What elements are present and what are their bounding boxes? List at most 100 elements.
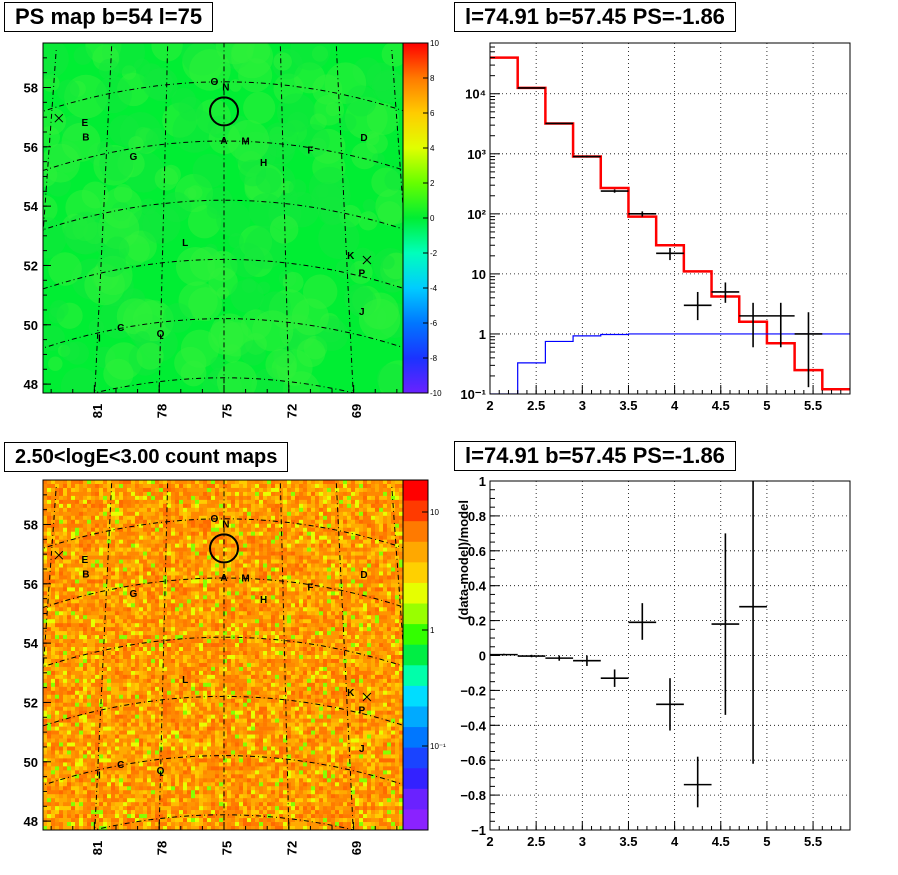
count-pixel — [199, 754, 204, 759]
count-pixel — [43, 491, 48, 497]
count-pixel — [99, 519, 104, 525]
count-pixel — [67, 615, 72, 620]
count-pixel — [119, 666, 124, 672]
count-pixel — [235, 698, 240, 704]
count-pixel — [171, 619, 176, 624]
count-pixel — [195, 523, 200, 529]
count-pixel — [103, 495, 108, 501]
count-pixel — [195, 507, 200, 513]
count-pixel — [75, 682, 80, 688]
count-pixel — [155, 571, 160, 576]
count-pixel — [139, 754, 144, 759]
count-pixel — [251, 603, 256, 608]
map-texture — [280, 122, 296, 138]
count-pixel — [91, 555, 96, 560]
count-pixel — [231, 635, 236, 640]
count-pixel — [171, 647, 176, 652]
count-pixel — [71, 655, 76, 660]
count-pixel — [207, 758, 212, 763]
count-pixel — [231, 480, 236, 485]
count-pixel — [239, 563, 244, 568]
count-pixel — [91, 491, 96, 497]
count-pixel — [207, 738, 212, 743]
count-pixel — [163, 499, 168, 505]
count-pixel — [63, 487, 68, 493]
count-pixel — [99, 722, 104, 727]
count-pixel — [83, 651, 88, 656]
count-pixel — [231, 599, 236, 604]
count-pixel — [103, 658, 108, 664]
count-pixel — [183, 790, 188, 795]
count-pixel — [231, 559, 236, 564]
count-pixel — [159, 503, 164, 509]
count-pixel — [59, 662, 64, 668]
count-pixel — [243, 690, 248, 696]
count-pixel — [211, 782, 216, 787]
count-pixel — [139, 511, 144, 517]
count-pixel — [247, 718, 252, 723]
count-pixel — [183, 670, 188, 676]
count-pixel — [111, 826, 116, 830]
count-pixel — [235, 523, 240, 529]
count-pixel — [159, 742, 164, 747]
count-pixel — [227, 583, 232, 588]
count-pixel — [215, 742, 220, 747]
count-pixel — [151, 778, 156, 783]
count-pixel — [47, 782, 52, 787]
count-pixel — [203, 802, 208, 807]
count-pixel — [239, 575, 244, 580]
count-pixel — [187, 694, 192, 700]
count-pixel — [211, 503, 216, 509]
count-pixel — [103, 547, 108, 552]
count-pixel — [63, 655, 68, 660]
count-pixel — [219, 702, 224, 708]
count-pixel — [95, 507, 100, 513]
count-pixel — [79, 551, 84, 556]
count-pixel — [163, 491, 168, 497]
count-pixel — [127, 571, 132, 576]
count-pixel — [75, 778, 80, 783]
count-pixel — [219, 814, 224, 819]
count-pixel — [183, 571, 188, 576]
count-pixel — [239, 738, 244, 743]
count-pixel — [243, 802, 248, 807]
count-pixel — [175, 806, 180, 811]
count-pixel — [43, 658, 48, 664]
map-texture — [81, 181, 109, 209]
count-pixel — [103, 698, 108, 704]
count-pixel — [71, 730, 76, 735]
count-pixel — [151, 806, 156, 811]
count-pixel — [55, 483, 60, 489]
count-pixel — [123, 814, 128, 819]
count-pixel — [87, 623, 92, 628]
count-pixel — [223, 579, 228, 584]
count-pixel — [239, 710, 244, 715]
count-pixel — [87, 587, 92, 592]
count-pixel — [183, 722, 188, 727]
count-pixel — [203, 480, 208, 485]
count-pixel — [207, 730, 212, 735]
count-pixel — [227, 662, 232, 668]
count-pixel — [167, 754, 172, 759]
count-pixel — [187, 627, 192, 632]
count-pixel — [55, 579, 60, 584]
count-pixel — [87, 730, 92, 735]
count-pixel — [251, 507, 256, 513]
count-pixel — [179, 643, 184, 648]
count-pixel — [223, 639, 228, 644]
count-pixel — [211, 682, 216, 688]
count-pixel — [167, 555, 172, 560]
count-pixel — [151, 694, 156, 700]
count-pixel — [91, 802, 96, 807]
count-pixel — [219, 746, 224, 751]
count-pixel — [123, 746, 128, 751]
count-pixel — [83, 702, 88, 708]
count-pixel — [87, 583, 92, 588]
count-pixel — [151, 682, 156, 688]
count-pixel — [211, 591, 216, 596]
count-pixel — [191, 690, 196, 696]
count-pixel — [63, 607, 68, 612]
count-pixel — [167, 607, 172, 612]
count-pixel — [87, 483, 92, 489]
count-pixel — [111, 515, 116, 521]
